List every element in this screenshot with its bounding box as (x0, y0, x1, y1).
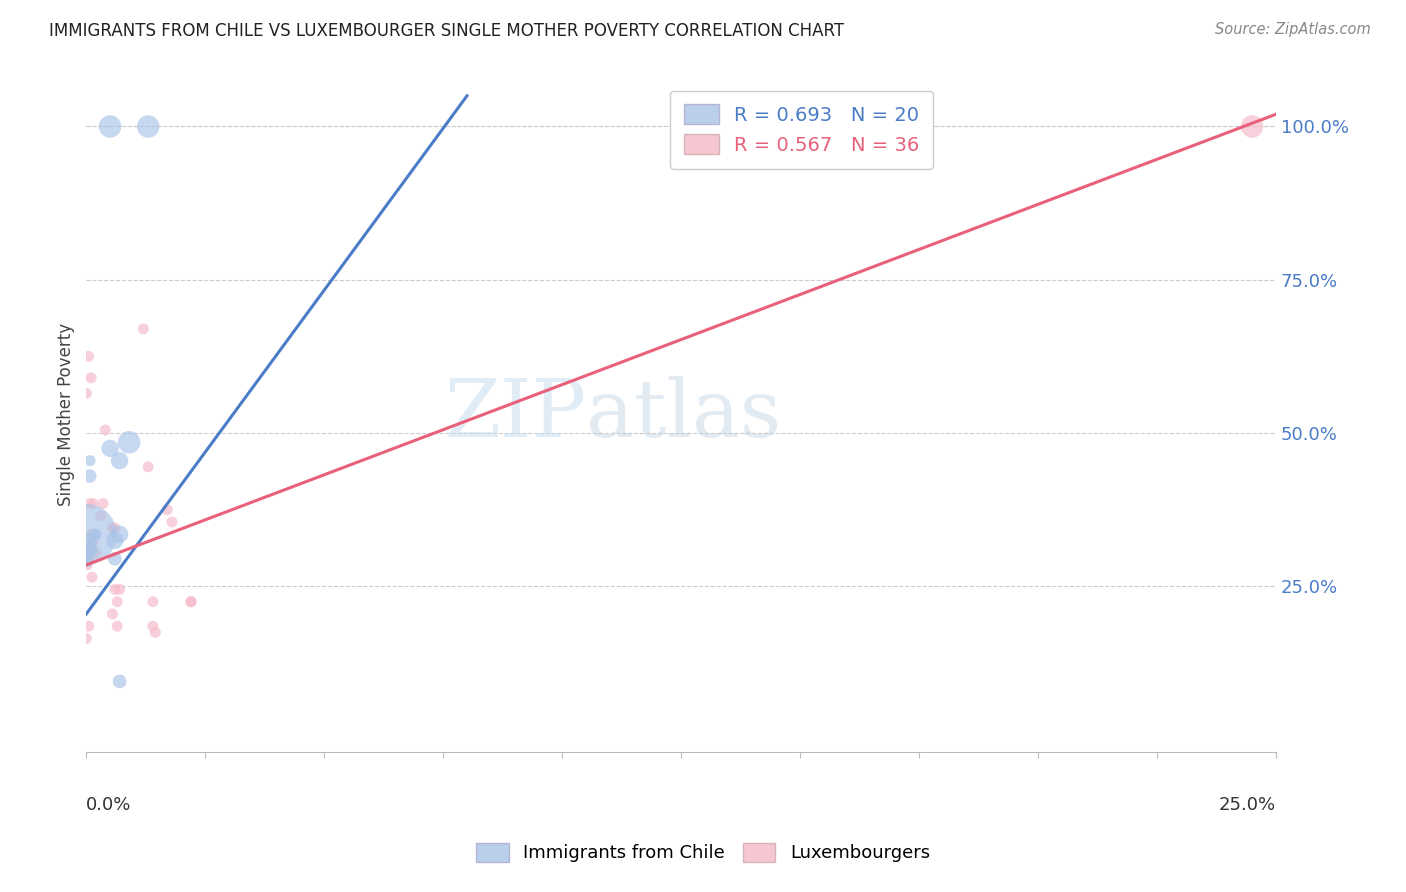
Point (142, 619, 165, 633)
Point (118, 435, 141, 450)
Point (75, 386, 97, 401)
Point (80, 527, 103, 541)
Point (82, 533, 104, 548)
Point (77, 530, 100, 544)
Point (76, 558, 98, 572)
Point (108, 674, 131, 689)
Point (80, 371, 103, 385)
Point (82, 497, 104, 511)
Point (91, 497, 114, 511)
Point (108, 453, 131, 467)
Point (79, 453, 101, 467)
Point (101, 521, 124, 535)
Point (180, 595, 202, 609)
Point (79, 469, 101, 483)
Point (76, 555, 98, 569)
Point (77, 549, 100, 563)
Point (104, 582, 127, 597)
Point (143, 625, 166, 640)
Point (136, 459, 159, 474)
Point (84, 527, 107, 541)
Y-axis label: Single Mother Poverty: Single Mother Poverty (58, 323, 75, 507)
Point (80, 542, 103, 557)
Point (142, 595, 165, 609)
Point (156, 502, 179, 516)
Point (105, 619, 128, 633)
Point (84, 527, 107, 541)
Point (80, 542, 103, 557)
Legend: R = 0.693   N = 20, R = 0.567   N = 36: R = 0.693 N = 20, R = 0.567 N = 36 (671, 90, 934, 169)
Point (104, 551, 127, 566)
Point (105, 595, 128, 609)
Point (79, 497, 101, 511)
Point (75, 527, 97, 541)
Text: 25.0%: 25.0% (1219, 796, 1277, 814)
Point (80, 536, 103, 550)
Point (180, 595, 202, 609)
Point (84, 546, 107, 560)
Text: IMMIGRANTS FROM CHILE VS LUXEMBOURGER SINGLE MOTHER POVERTY CORRELATION CHART: IMMIGRANTS FROM CHILE VS LUXEMBOURGER SI… (49, 22, 845, 40)
Point (132, 322, 155, 336)
Point (77, 540, 100, 554)
Text: Source: ZipAtlas.com: Source: ZipAtlas.com (1215, 22, 1371, 37)
Point (98, 442, 121, 456)
Text: 0.0%: 0.0% (86, 796, 132, 814)
Point (104, 533, 127, 548)
Point (90, 508, 112, 523)
Legend: Immigrants from Chile, Luxembourgers: Immigrants from Chile, Luxembourgers (468, 836, 938, 870)
Point (94, 423, 117, 437)
Point (79, 551, 101, 566)
Point (104, 521, 127, 535)
Point (101, 607, 124, 621)
Point (77, 350, 100, 364)
Point (75, 632, 97, 646)
Text: ZIP: ZIP (444, 376, 586, 454)
Point (98, 120, 121, 134)
Point (80, 570, 103, 584)
Point (108, 582, 131, 597)
Point (76, 546, 98, 560)
Point (77, 540, 100, 554)
Text: atlas: atlas (586, 376, 782, 454)
Point (136, 120, 159, 134)
Point (160, 515, 183, 529)
Point (108, 527, 131, 541)
Point (77, 619, 100, 633)
Point (1241, 120, 1264, 134)
